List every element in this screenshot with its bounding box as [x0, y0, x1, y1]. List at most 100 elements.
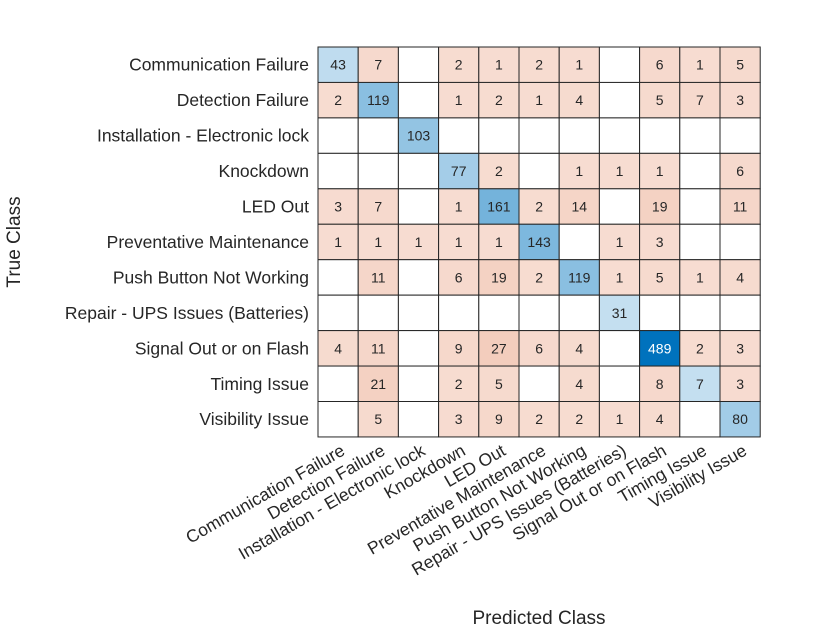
cell-value: 2: [495, 92, 503, 108]
matrix-cell: [679, 152, 721, 190]
matrix-cell: [598, 223, 641, 261]
matrix-cell: [679, 81, 721, 119]
cell-value: 2: [696, 340, 704, 356]
matrix-cell: [357, 294, 399, 332]
cell-value: 77: [451, 163, 467, 179]
matrix-cell: [719, 259, 761, 296]
cell-value: 1: [696, 269, 704, 285]
matrix-cell: [558, 294, 600, 332]
cell-value: 489: [648, 340, 672, 356]
cell-value: 31: [612, 305, 628, 321]
matrix-cell: [598, 81, 641, 119]
cell-value: 6: [656, 57, 664, 73]
cell-value: 43: [330, 57, 346, 73]
matrix-cell: [639, 117, 681, 154]
y-tick-labels: Communication Failure Detection Failure In…: [65, 55, 309, 430]
cell-value: 80: [732, 411, 748, 427]
matrix-cell: [598, 46, 641, 83]
matrix-cell: [639, 401, 681, 438]
matrix-cell: [598, 365, 641, 402]
cell-value: 3: [455, 411, 463, 427]
cell-value: 14: [572, 199, 588, 215]
cell-value: 9: [455, 340, 463, 356]
cell-value: 1: [455, 92, 463, 108]
cell-value: 1: [334, 234, 342, 250]
matrix-cell: [719, 365, 761, 402]
matrix-cell: [679, 365, 721, 402]
cell-value: 4: [575, 92, 583, 108]
matrix-cell: [357, 330, 399, 367]
cell-value: 1: [616, 411, 624, 427]
matrix-cell: [438, 223, 480, 261]
matrix-cell: [438, 117, 480, 154]
matrix-cell: [397, 259, 440, 296]
matrix-cell: [679, 294, 721, 332]
cell-value: 1: [415, 234, 423, 250]
y-axis-label: True Class: [4, 196, 25, 287]
cell-value: 2: [535, 199, 543, 215]
matrix-cell: [679, 223, 721, 261]
y-tick-label: Signal Out or on Flash: [135, 338, 309, 358]
cell-value: 7: [696, 92, 704, 108]
matrix-cell: [357, 365, 399, 402]
matrix-cell: [478, 188, 520, 225]
x-axis-label: Predicted Class: [472, 608, 605, 629]
matrix-cell: [317, 294, 359, 332]
matrix-cell: [598, 401, 641, 438]
cell-value: 143: [527, 234, 551, 250]
matrix-cell: [438, 81, 480, 119]
matrix-cell: [357, 259, 399, 296]
y-tick-label: Detection Failure: [177, 90, 309, 110]
cell-value: 21: [371, 376, 387, 392]
matrix-cell: [518, 365, 560, 402]
cell-value: 4: [575, 376, 583, 392]
matrix-cell: [397, 365, 440, 402]
matrix-cell: [598, 117, 641, 154]
matrix-cell: [558, 223, 600, 261]
cell-value: 119: [367, 92, 390, 108]
matrix-cell: [558, 365, 600, 402]
cell-value: 3: [656, 234, 664, 250]
matrix-cell: [558, 401, 600, 438]
matrix-cell: [639, 259, 681, 296]
cell-value: 6: [455, 269, 463, 285]
matrix-cell: [397, 46, 440, 83]
matrix-cell: [719, 81, 761, 119]
cell-value: 1: [535, 92, 543, 108]
matrix-cell: [317, 81, 359, 119]
matrix-cell: [719, 223, 761, 261]
cell-value: 1: [696, 57, 704, 73]
matrix-cell: [558, 259, 600, 296]
cell-value: 5: [656, 92, 664, 108]
cell-value: 119: [568, 269, 591, 285]
matrix-cell: [357, 188, 399, 225]
matrix-cell: [679, 259, 721, 296]
cell-value: 3: [736, 376, 744, 392]
matrix-cell: [518, 294, 560, 332]
matrix-cell: [558, 46, 600, 83]
matrix-cell: [438, 188, 480, 225]
cell-value: 1: [575, 163, 583, 179]
matrix-cell: [357, 117, 399, 154]
y-tick-label: Preventative Maintenance: [107, 232, 309, 252]
cell-value: 1: [495, 57, 503, 73]
cell-value: 5: [495, 376, 503, 392]
matrix-cell: [719, 188, 761, 225]
cell-value: 8: [656, 376, 664, 392]
matrix-cell: [397, 223, 440, 261]
cell-value: 19: [491, 269, 507, 285]
matrix-cell: [438, 401, 480, 438]
matrix-cell: [397, 401, 440, 438]
matrix-cell: [598, 330, 641, 367]
y-tick-label: Push Button Not Working: [113, 267, 309, 287]
cell-value: 6: [535, 340, 543, 356]
matrix-cell: [397, 152, 440, 190]
cell-value: 2: [334, 92, 342, 108]
cell-value: 11: [371, 269, 386, 285]
matrix-cell: [518, 152, 560, 190]
cell-value: 3: [334, 199, 342, 215]
matrix-cell: [679, 188, 721, 225]
matrix-cell: [558, 188, 600, 225]
matrix-cell: [679, 330, 721, 367]
